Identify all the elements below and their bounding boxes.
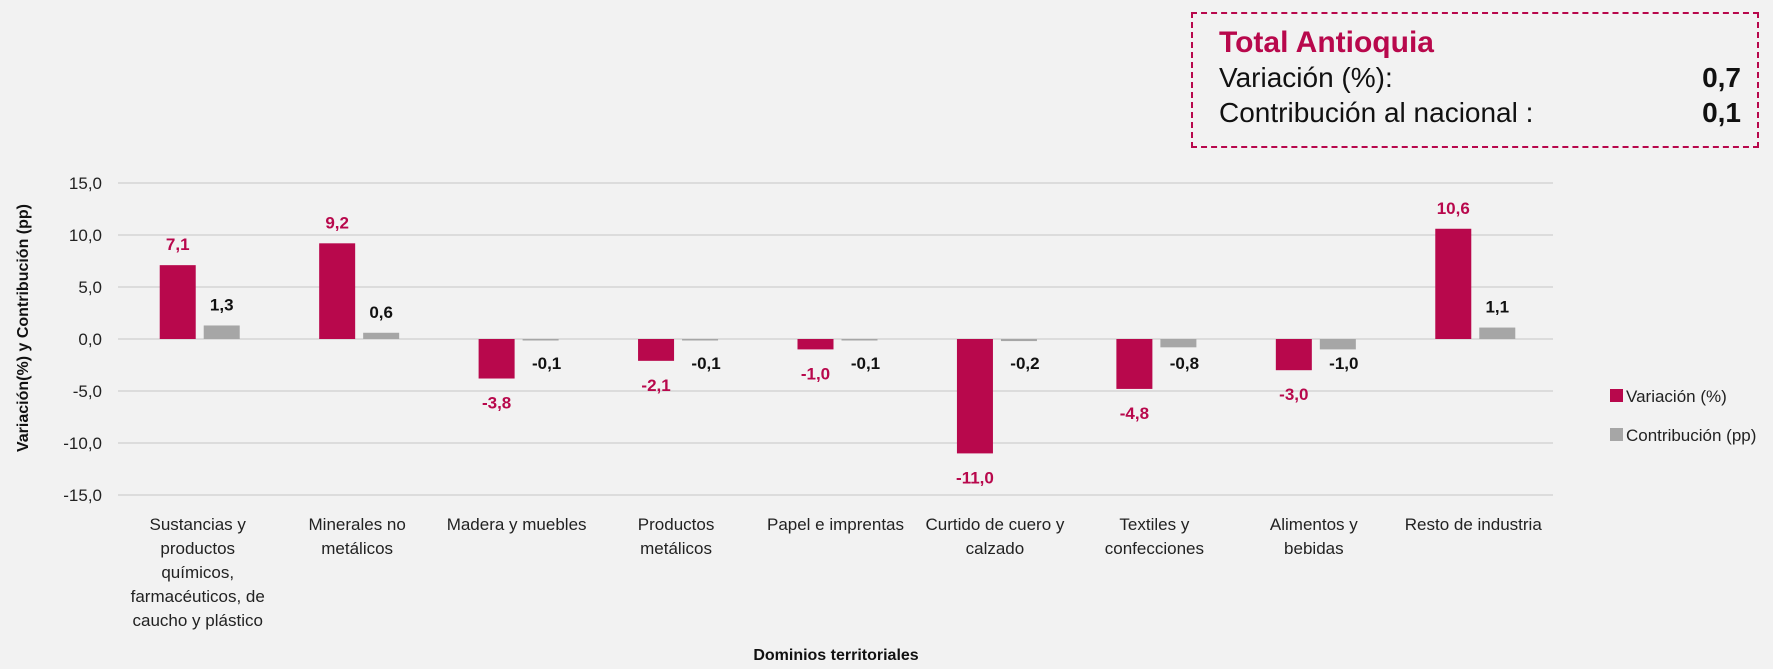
y-tick-label: -5,0 [73, 382, 102, 401]
data-label: 9,2 [325, 213, 349, 232]
data-label: 7,1 [166, 235, 190, 254]
x-tick-label: farmacéuticos, de [131, 587, 265, 606]
bar [203, 325, 240, 339]
x-axis-title: Dominios territoriales [753, 647, 918, 664]
data-label: -0,1 [851, 354, 880, 373]
bar [841, 339, 878, 341]
summary-value: 0,7 [1702, 62, 1741, 93]
summary-box: Total Antioquia Variación (%): 0,7 Contr… [1191, 12, 1759, 148]
bar [363, 332, 400, 339]
data-label: 1,3 [210, 295, 234, 314]
x-tick-label: productos [160, 539, 235, 558]
data-label: -0,1 [691, 354, 720, 373]
bar [159, 265, 196, 339]
bar [1319, 339, 1356, 350]
data-label: -1,0 [1329, 354, 1358, 373]
y-axis-title: Variación(%) y Contribución (pp) [15, 204, 32, 452]
x-tick-label: Papel e imprentas [767, 515, 904, 534]
summary-label: Variación (%): [1219, 62, 1393, 93]
summary-title: Total Antioquia [1219, 26, 1434, 59]
x-tick-label: bebidas [1284, 539, 1344, 558]
y-tick-label: 5,0 [78, 278, 102, 297]
summary-label: Contribución al nacional : [1219, 97, 1534, 128]
summary-row-contribucion: Contribución al nacional : 0,1 [1219, 95, 1741, 130]
data-label: 10,6 [1437, 199, 1470, 218]
data-label: -1,0 [801, 364, 830, 383]
data-label: -0,2 [1010, 354, 1039, 373]
data-label: 0,6 [369, 303, 393, 322]
y-tick-label: 15,0 [69, 174, 102, 193]
y-tick-label: -15,0 [63, 486, 102, 505]
x-tick-label: Sustancias y [150, 515, 247, 534]
x-tick-label: metálicos [640, 539, 712, 558]
data-label: -3,0 [1279, 385, 1308, 404]
bar [1479, 327, 1516, 339]
bar [1116, 339, 1153, 389]
summary-row-variacion: Variación (%): 0,7 [1219, 60, 1741, 95]
bar [1435, 228, 1472, 339]
x-tick-label: caucho y plástico [133, 611, 263, 630]
legend-swatch [1610, 389, 1623, 402]
bar [638, 339, 675, 361]
bar [797, 339, 834, 350]
bar [1000, 339, 1037, 342]
data-label: -0,8 [1170, 354, 1199, 373]
x-tick-label: Productos [638, 515, 715, 534]
data-label: 1,1 [1485, 298, 1509, 317]
bar [1275, 339, 1312, 371]
data-label: -11,0 [956, 468, 994, 487]
legend-swatch [1610, 428, 1623, 441]
y-tick-label: 10,0 [69, 226, 102, 245]
data-label: -3,8 [482, 394, 511, 413]
y-tick-label: 0,0 [78, 330, 102, 349]
data-label: -2,1 [641, 376, 670, 395]
bar [478, 339, 515, 379]
legend-label: Contribución (pp) [1626, 426, 1756, 445]
x-tick-label: Alimentos y [1270, 515, 1358, 534]
legend-label: Variación (%) [1626, 387, 1727, 406]
y-tick-label: -10,0 [63, 434, 102, 453]
x-tick-label: confecciones [1105, 539, 1204, 558]
x-tick-label: Textiles y [1119, 515, 1189, 534]
summary-value: 0,1 [1702, 97, 1741, 128]
x-tick-label: metálicos [321, 539, 393, 558]
x-tick-label: Resto de industria [1405, 515, 1543, 534]
bar [319, 243, 356, 339]
bar [956, 339, 993, 454]
data-label: -4,8 [1120, 404, 1149, 423]
x-tick-label: Madera y muebles [447, 515, 587, 534]
data-label: -0,1 [532, 354, 561, 373]
x-tick-label: calzado [966, 539, 1025, 558]
x-tick-label: químicos, [161, 563, 234, 582]
bar [522, 339, 559, 341]
bar [1160, 339, 1197, 348]
x-tick-label: Curtido de cuero y [925, 515, 1064, 534]
bar [682, 339, 719, 341]
x-tick-label: Minerales no [309, 515, 406, 534]
